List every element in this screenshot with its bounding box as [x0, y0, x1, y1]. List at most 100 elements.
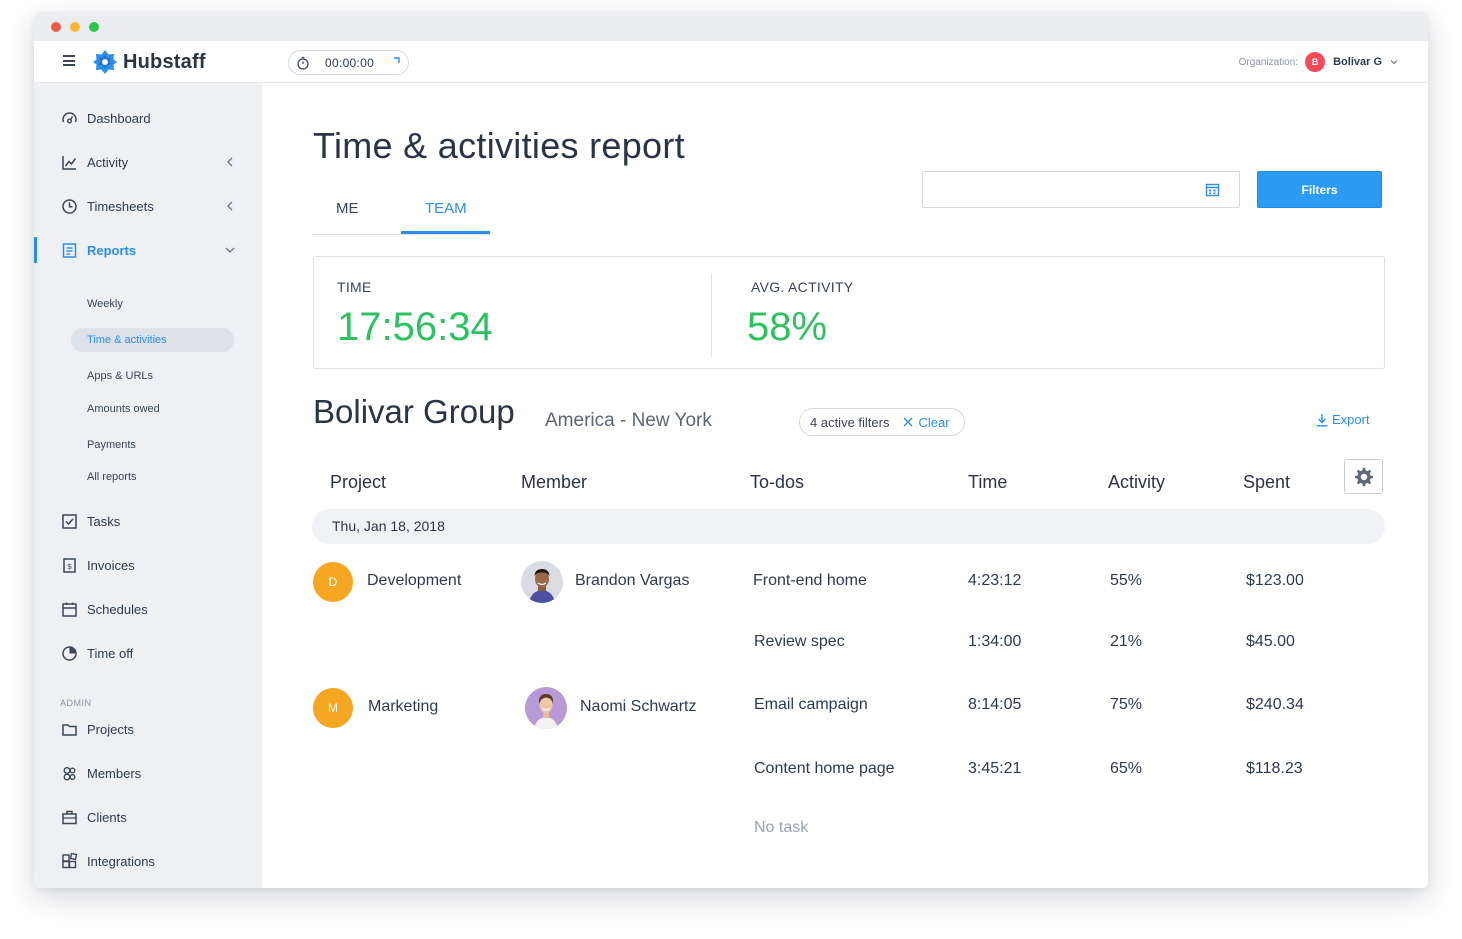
- organization-switcher[interactable]: Organization: B Bolivar G: [1239, 52, 1398, 72]
- activity-icon: [62, 155, 77, 170]
- active-tab-indicator: [401, 231, 490, 234]
- stat-divider: [711, 273, 712, 357]
- todo-name[interactable]: Review spec: [754, 633, 845, 650]
- sidebar-subitem-payments[interactable]: Payments: [87, 439, 136, 451]
- svg-text:$: $: [67, 562, 72, 571]
- sidebar-item-label: Projects: [87, 721, 134, 737]
- member-name[interactable]: Brandon Vargas: [575, 572, 690, 589]
- activity-value: 21%: [1110, 633, 1143, 650]
- sidebar-subitem-apps-urls[interactable]: Apps & URLs: [87, 370, 154, 382]
- admin-section-label: ADMIN: [60, 698, 92, 708]
- activity-stat-value: 58%: [747, 305, 828, 349]
- sidebar-item-projects[interactable]: Projects: [34, 712, 262, 746]
- sidebar-subitem-amounts-owed[interactable]: Amounts owed: [87, 403, 160, 415]
- column-header-project[interactable]: Project: [330, 472, 387, 492]
- chevron-down-icon: [1390, 60, 1398, 65]
- sidebar-item-schedules[interactable]: Schedules: [34, 592, 262, 626]
- organization-avatar: B: [1305, 52, 1326, 72]
- sidebar-item-label: Time off: [87, 645, 134, 661]
- sidebar-item-label: Dashboard: [87, 110, 151, 126]
- column-header-todos[interactable]: To-dos: [750, 472, 805, 492]
- gear-icon: [1354, 467, 1373, 486]
- reports-icon: [62, 242, 77, 258]
- spent-value: $45.00: [1246, 633, 1295, 650]
- clear-filters-button[interactable]: Clear: [918, 414, 950, 430]
- stopwatch-icon: [297, 56, 309, 70]
- sidebar-item-time-off[interactable]: Time off: [34, 636, 262, 670]
- date-range-input[interactable]: [922, 171, 1240, 208]
- column-header-member[interactable]: Member: [521, 472, 588, 492]
- export-label: Export: [1332, 412, 1370, 427]
- calendar-icon: [62, 602, 77, 617]
- column-header-activity[interactable]: Activity: [1108, 472, 1166, 492]
- sidebar-item-invoices[interactable]: $ Invoices: [34, 548, 262, 582]
- page-title: Time & activities report: [313, 125, 685, 166]
- column-header-spent[interactable]: Spent: [1243, 472, 1291, 492]
- folder-icon: [62, 723, 77, 736]
- project-badge: D: [313, 562, 353, 602]
- maximize-window-button[interactable]: [89, 22, 99, 32]
- hamburger-menu-icon[interactable]: [63, 55, 75, 66]
- sidebar-item-reports[interactable]: Reports: [34, 233, 262, 267]
- close-icon[interactable]: [903, 417, 913, 427]
- project-name[interactable]: Marketing: [368, 698, 439, 715]
- timer-value: 00:00:00: [325, 55, 375, 70]
- tab-me[interactable]: ME: [336, 200, 359, 217]
- chevron-down-icon: [225, 247, 235, 253]
- stats-card: TIME 17:56:34 AVG. ACTIVITY 58%: [313, 256, 1385, 369]
- todo-name[interactable]: Email campaign: [754, 696, 868, 713]
- calendar-icon[interactable]: [1205, 182, 1220, 197]
- organization-label: Organization:: [1238, 56, 1299, 68]
- sidebar-item-label: Invoices: [87, 557, 135, 573]
- sidebar-item-label: Activity: [87, 154, 129, 170]
- group-name: Bolivar Group: [313, 393, 515, 430]
- sidebar-item-label: Tasks: [87, 513, 121, 529]
- sidebar-subitem-all-reports[interactable]: All reports: [87, 471, 137, 483]
- member-name[interactable]: Naomi Schwartz: [580, 698, 697, 715]
- column-header-time[interactable]: Time: [968, 472, 1008, 492]
- sidebar-subitem-time-activities[interactable]: Time & activities: [87, 334, 167, 346]
- time-value: 3:45:21: [968, 760, 1022, 777]
- sidebar-item-clients[interactable]: Clients: [34, 800, 262, 834]
- project-badge: M: [313, 688, 353, 728]
- active-filters-chip: 4 active filters Clear: [799, 408, 965, 436]
- export-button[interactable]: Export: [1315, 412, 1370, 427]
- time-stat-label: TIME: [337, 279, 372, 295]
- hubstaff-logo[interactable]: Hubstaff: [92, 49, 206, 75]
- date-group-label: Thu, Jan 18, 2018: [332, 518, 445, 534]
- sidebar-item-timesheets[interactable]: Timesheets: [34, 189, 262, 223]
- filters-button[interactable]: Filters: [1257, 171, 1382, 208]
- sidebar-item-label: Schedules: [87, 601, 148, 617]
- minimize-window-button[interactable]: [70, 22, 80, 32]
- pie-icon: [62, 645, 77, 661]
- tab-team[interactable]: TEAM: [425, 200, 467, 217]
- activity-value: 55%: [1110, 572, 1143, 589]
- spent-value: $118.23: [1246, 760, 1303, 777]
- sidebar-item-label: Integrations: [87, 853, 155, 869]
- sidebar-item-label: Clients: [87, 809, 127, 825]
- sidebar-subitem-weekly[interactable]: Weekly: [87, 298, 123, 310]
- sidebar-item-label: Timesheets: [87, 198, 154, 214]
- activity-value: 65%: [1110, 760, 1143, 777]
- main-content: Time & activities report ME TEAM Filters…: [262, 83, 1428, 888]
- sidebar-item-integrations[interactable]: Integrations: [34, 844, 262, 878]
- download-icon: [1316, 413, 1328, 427]
- members-icon: [63, 766, 76, 780]
- sidebar-item-activity[interactable]: Activity: [34, 145, 262, 179]
- chevron-left-icon: [227, 201, 233, 211]
- avatar: [521, 561, 563, 603]
- active-filters-count: 4 active filters: [810, 414, 890, 430]
- sidebar: Dashboard Activity Timesheets Reports We…: [34, 83, 262, 888]
- sidebar-item-dashboard[interactable]: Dashboard: [34, 101, 262, 135]
- sidebar-item-tasks[interactable]: Tasks: [34, 504, 262, 538]
- todo-name[interactable]: Front-end home: [753, 572, 867, 589]
- close-window-button[interactable]: [51, 22, 61, 32]
- todo-name[interactable]: Content home page: [754, 760, 895, 777]
- sidebar-item-members[interactable]: Members: [34, 756, 262, 790]
- time-tracker[interactable]: 00:00:00: [288, 50, 409, 75]
- project-name[interactable]: Development: [367, 572, 462, 589]
- date-group-row: Thu, Jan 18, 2018: [312, 509, 1385, 544]
- sidebar-item-label: Members: [87, 765, 142, 781]
- activity-stat-label: AVG. ACTIVITY: [751, 279, 854, 295]
- table-settings-button[interactable]: [1344, 459, 1383, 494]
